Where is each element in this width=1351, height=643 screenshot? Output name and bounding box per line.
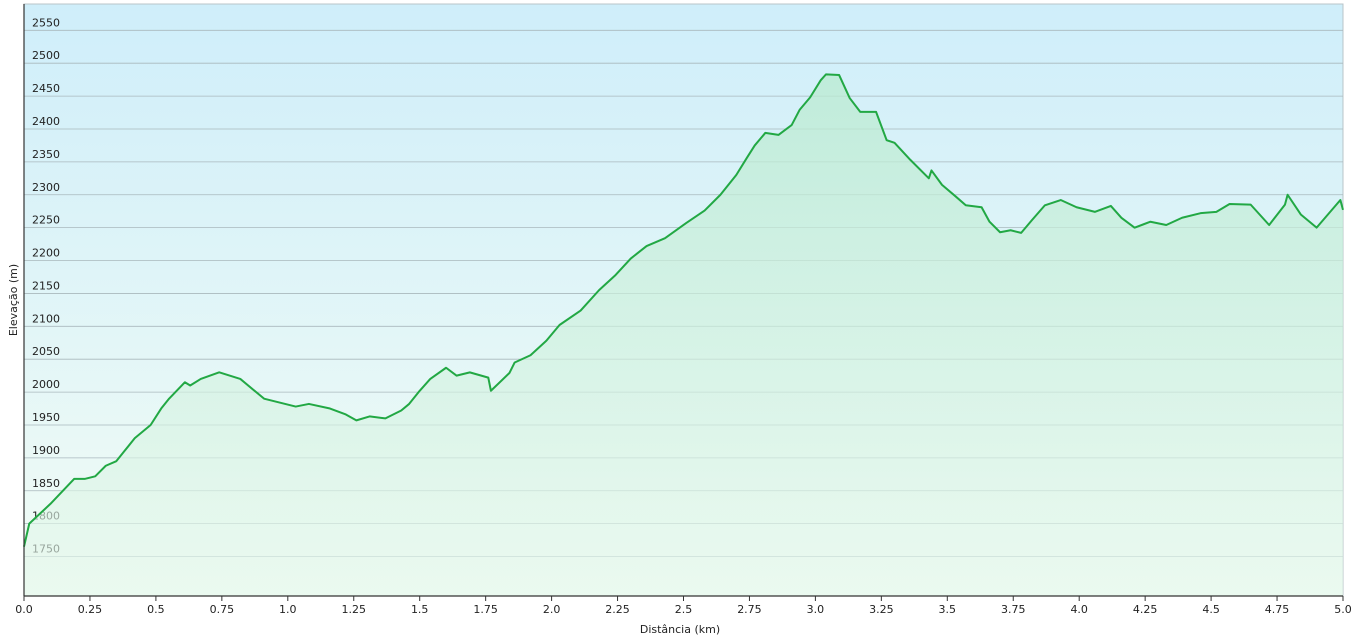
y-tick-label: 2250 [32, 214, 60, 227]
y-tick-label: 1950 [32, 411, 60, 424]
y-tick-label: 2500 [32, 49, 60, 62]
y-tick-label: 2400 [32, 115, 60, 128]
y-tick-label: 2100 [32, 312, 60, 325]
y-tick-label: 1900 [32, 444, 60, 457]
x-tick-label: 1.25 [342, 603, 367, 616]
y-tick-label: 2200 [32, 247, 60, 260]
y-tick-label: 2150 [32, 279, 60, 292]
x-tick-label: 0.5 [147, 603, 165, 616]
x-tick-label: 4.0 [1070, 603, 1088, 616]
x-axis-label: Distância (km) [640, 623, 720, 636]
y-tick-label: 2450 [32, 82, 60, 95]
x-tick-label: 2.25 [605, 603, 630, 616]
y-tick-label: 2050 [32, 345, 60, 358]
x-tick-label: 1.75 [473, 603, 498, 616]
elevation-line [23, 73, 1344, 547]
x-tick-label: 0.75 [210, 603, 235, 616]
x-tick-label: 4.5 [1202, 603, 1220, 616]
x-tick-label: 1.5 [411, 603, 429, 616]
y-tick-label: 2350 [32, 148, 60, 161]
y-tick-label: 2550 [32, 16, 60, 29]
x-tick-label: 0.0 [15, 603, 33, 616]
x-tick-label: 1.0 [279, 603, 297, 616]
x-tick-label: 4.25 [1133, 603, 1158, 616]
x-tick-label: 2.75 [737, 603, 762, 616]
y-tick-label: 2000 [32, 378, 60, 391]
x-tick-label: 5.0 [1334, 603, 1351, 616]
y-tick-label: 2300 [32, 181, 60, 194]
x-tick-label: 4.75 [1265, 603, 1290, 616]
x-tick-label: 3.5 [939, 603, 957, 616]
x-tick-label: 3.25 [869, 603, 894, 616]
area-fill [24, 74, 1343, 597]
x-tick-label: 3.0 [807, 603, 825, 616]
x-tick-label: 0.25 [78, 603, 103, 616]
x-tick-label: 2.5 [675, 603, 693, 616]
y-tick-label: 1850 [32, 477, 60, 490]
y-axis-label: Elevação (m) [7, 264, 20, 336]
x-tick-label: 3.75 [1001, 603, 1026, 616]
x-tick-label: 2.0 [543, 603, 561, 616]
